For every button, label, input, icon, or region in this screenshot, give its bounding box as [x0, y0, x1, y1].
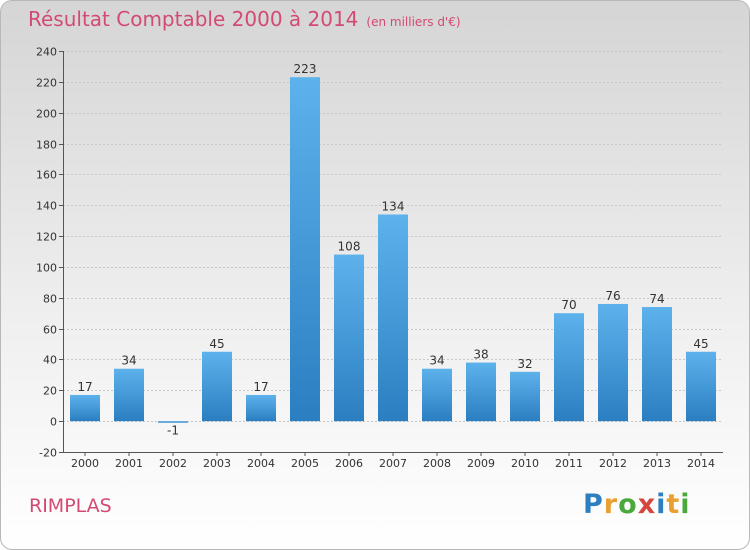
y-tick-label: 240 — [36, 46, 57, 59]
x-tick-label-2008: 2008 — [423, 457, 451, 470]
bar-2011 — [554, 313, 584, 422]
y-tick-label: 40 — [43, 354, 57, 367]
x-tick-labels: 2000 2001 2002 2003 2004 2005 2006 2007 2008 2009… — [71, 457, 715, 470]
place-name: RIMPLAS — [29, 495, 112, 517]
value-label-2012: 76 — [605, 289, 620, 303]
value-label-2005: 223 — [294, 62, 317, 76]
y-tick-label: 200 — [36, 108, 57, 121]
y-tick-label: 80 — [43, 293, 57, 306]
bar-2005 — [290, 77, 320, 422]
bar-2001 — [114, 368, 144, 422]
value-label-2004: 17 — [253, 380, 268, 394]
value-label-2009: 38 — [473, 348, 488, 362]
value-label-2011: 70 — [561, 298, 576, 312]
x-tick-label-2013: 2013 — [643, 457, 671, 470]
y-tick-label: 160 — [36, 169, 57, 182]
x-tick-label-2009: 2009 — [467, 457, 495, 470]
x-tick-label-2011: 2011 — [555, 457, 583, 470]
axes — [59, 51, 723, 456]
x-tick-label-2002: 2002 — [159, 457, 187, 470]
value-label-2013: 74 — [649, 292, 664, 306]
logo-letter: t — [666, 489, 681, 520]
x-tick-label-2014: 2014 — [687, 457, 715, 470]
chart-title: Résultat Comptable 2000 à 2014 (en millie… — [28, 7, 461, 31]
logo-letter: P — [583, 489, 604, 520]
bar-2000 — [70, 394, 100, 422]
y-tick-label: -20 — [39, 447, 57, 460]
y-tick-label: 60 — [43, 324, 57, 337]
bar-2002 — [158, 421, 188, 423]
bar-2008 — [422, 368, 452, 422]
title-text: Résultat Comptable 2000 à 2014 — [28, 7, 359, 31]
value-label-2007: 134 — [382, 199, 405, 213]
value-label-2000: 17 — [77, 380, 92, 394]
bar-2004 — [246, 394, 276, 422]
x-tick-label-2005: 2005 — [291, 457, 319, 470]
x-tick-label-2006: 2006 — [335, 457, 363, 470]
x-tick-label-2003: 2003 — [203, 457, 231, 470]
value-labels: 17 34 -1 45 17 223 108 134 34 38 32 70 76 74 45 — [77, 62, 708, 437]
proxiti-logo[interactable]: Proxiti — [583, 489, 691, 520]
y-tick-label: 20 — [43, 385, 57, 398]
bar-2006 — [334, 254, 364, 422]
value-label-2006: 108 — [338, 240, 361, 254]
bars — [70, 77, 716, 423]
logo-letter: o — [618, 489, 638, 520]
bar-2010 — [510, 371, 540, 422]
bar-2013 — [642, 307, 672, 422]
logo-letter: i — [680, 489, 691, 520]
x-tick-label-2000: 2000 — [71, 457, 99, 470]
x-tick-label-2004: 2004 — [247, 457, 275, 470]
y-tick-label: 120 — [36, 231, 57, 244]
y-tick-labels: -20 0 20 40 60 80 100 120 140 160 180 200 220 240 — [36, 46, 57, 460]
bar-2007 — [378, 214, 408, 422]
value-label-2001: 34 — [121, 354, 136, 368]
value-label-2010: 32 — [517, 357, 532, 371]
bar-2009 — [466, 362, 496, 422]
bar-2012 — [598, 303, 628, 422]
bar-2003 — [202, 351, 232, 422]
x-tick-label-2010: 2010 — [511, 457, 539, 470]
logo-letter: r — [603, 489, 619, 520]
y-tick-label: 220 — [36, 77, 57, 90]
bar-2014 — [686, 351, 716, 422]
logo-letter: x — [637, 489, 657, 520]
x-tick-label-2001: 2001 — [115, 457, 143, 470]
x-tick-label-2012: 2012 — [599, 457, 627, 470]
y-tick-label: 180 — [36, 139, 57, 152]
value-label-2002: -1 — [167, 424, 179, 438]
y-tick-label: 100 — [36, 262, 57, 275]
y-tick-label: 140 — [36, 200, 57, 213]
logo-letter: i — [656, 489, 667, 520]
value-label-2014: 45 — [693, 337, 708, 351]
chart-subtitle: (en milliers d'€) — [366, 15, 461, 29]
value-label-2008: 34 — [429, 354, 444, 368]
value-label-2003: 45 — [209, 337, 224, 351]
x-tick-label-2007: 2007 — [379, 457, 407, 470]
y-tick-label: 0 — [50, 416, 57, 429]
